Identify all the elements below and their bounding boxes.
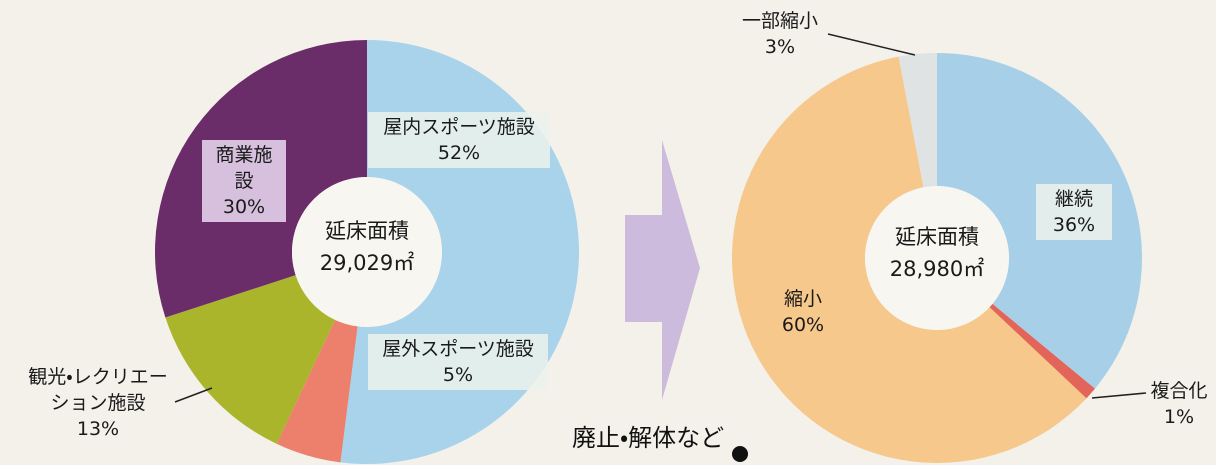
value-label: 3%: [764, 36, 796, 58]
value-label: 13%: [76, 418, 120, 440]
center-label: 延床面積: [895, 225, 979, 249]
slice-label: 縮小 60%: [768, 284, 838, 340]
value-label: 1%: [1163, 406, 1195, 428]
leader-line: [1091, 392, 1147, 399]
leader-line: [827, 33, 916, 56]
pie-slice: [732, 56, 1087, 464]
value-label: 5%: [442, 364, 474, 386]
center-value: 29,029㎡: [320, 251, 414, 275]
donut-hole: [865, 186, 1009, 330]
donut-hole: [292, 177, 442, 327]
category-label: 一部縮小: [741, 10, 818, 32]
pie-slice: [165, 275, 336, 444]
value-label: 52%: [437, 142, 481, 164]
category-label: 継続: [1054, 188, 1093, 210]
dot: [732, 446, 748, 462]
slice-label: 屋内スポーツ施設 52%: [368, 112, 550, 168]
arrow: [625, 140, 700, 400]
category-label: 屋外スポーツ施設: [382, 338, 534, 360]
slice-label: 観光・レクリエーション施設 13%: [18, 362, 178, 444]
category-label: 複合化: [1150, 380, 1208, 402]
category-label: 屋内スポーツ施設: [383, 116, 535, 138]
pie-slice: [276, 319, 358, 463]
slice-label: 継続 36%: [1036, 184, 1112, 240]
value-label: 30%: [222, 196, 266, 218]
category-label: 縮小: [783, 288, 822, 310]
category-label: 観光・レクリエーション施設: [28, 366, 168, 414]
pie-slice: [898, 53, 937, 188]
leader-line: [174, 387, 213, 403]
pie-slice: [989, 303, 1095, 399]
slice-label: 複合化 1%: [1142, 376, 1216, 432]
center-label: 延床面積: [325, 219, 409, 243]
value-label: 36%: [1052, 214, 1096, 236]
slice-label: 一部縮小 3%: [735, 6, 825, 62]
slice-label: 屋外スポーツ施設 5%: [368, 334, 548, 390]
center-value: 28,980㎡: [890, 257, 984, 281]
slice-label: 商業施設 30%: [202, 140, 286, 222]
annotation: 廃止・解体など: [572, 424, 725, 452]
value-label: 60%: [781, 314, 825, 336]
category-label: 商業施設: [215, 144, 273, 192]
